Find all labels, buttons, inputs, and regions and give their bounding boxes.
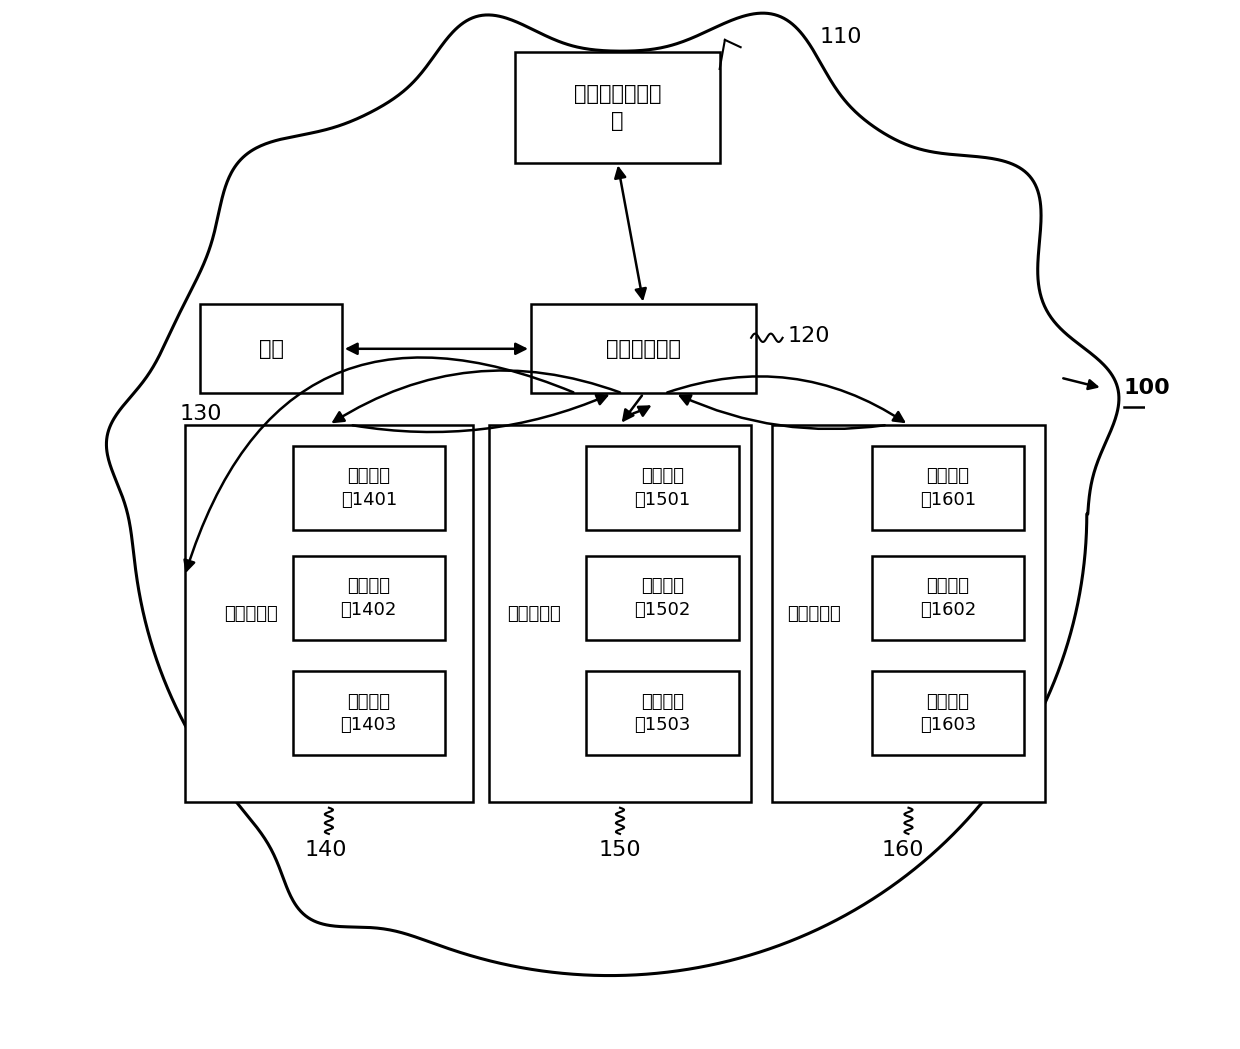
Text: 智能合约的提供
者: 智能合约的提供 者 (574, 84, 661, 131)
Bar (293, 556, 445, 640)
Text: 区块链节
点1602: 区块链节 点1602 (920, 577, 976, 619)
Bar (587, 556, 739, 640)
Text: 用户: 用户 (259, 339, 284, 359)
Bar (293, 671, 445, 755)
Text: 120: 120 (787, 325, 831, 346)
Text: 区块链节
点1502: 区块链节 点1502 (635, 577, 691, 619)
Bar (872, 446, 1024, 530)
Text: 130: 130 (179, 404, 222, 425)
Bar (872, 671, 1024, 755)
Bar (489, 425, 751, 802)
Text: 区块链节
点1601: 区块链节 点1601 (920, 467, 976, 509)
Bar (293, 446, 445, 530)
Text: 区块链节
点1603: 区块链节 点1603 (920, 692, 976, 734)
Text: 区块链网络: 区块链网络 (507, 604, 560, 623)
Text: 区块链节
点1401: 区块链节 点1401 (341, 467, 397, 509)
Text: 区块链网络: 区块链网络 (224, 604, 278, 623)
Text: 区块链节
点1501: 区块链节 点1501 (635, 467, 691, 509)
Bar (773, 425, 1045, 802)
Bar (587, 671, 739, 755)
Bar (515, 52, 719, 163)
Text: 授权服务中心: 授权服务中心 (606, 339, 681, 359)
Text: 100: 100 (1123, 378, 1171, 399)
Bar (185, 425, 474, 802)
Text: 110: 110 (820, 26, 862, 47)
Bar (587, 446, 739, 530)
Bar (531, 304, 756, 393)
Bar (872, 556, 1024, 640)
Text: 区块链节
点1402: 区块链节 点1402 (341, 577, 397, 619)
Text: 150: 150 (599, 839, 641, 860)
Text: 区块链节
点1403: 区块链节 点1403 (341, 692, 397, 734)
Text: 160: 160 (882, 839, 925, 860)
Text: 区块链节
点1503: 区块链节 点1503 (635, 692, 691, 734)
Text: 区块链网络: 区块链网络 (787, 604, 841, 623)
Text: 140: 140 (305, 839, 347, 860)
Bar (201, 304, 342, 393)
Polygon shape (107, 14, 1118, 976)
